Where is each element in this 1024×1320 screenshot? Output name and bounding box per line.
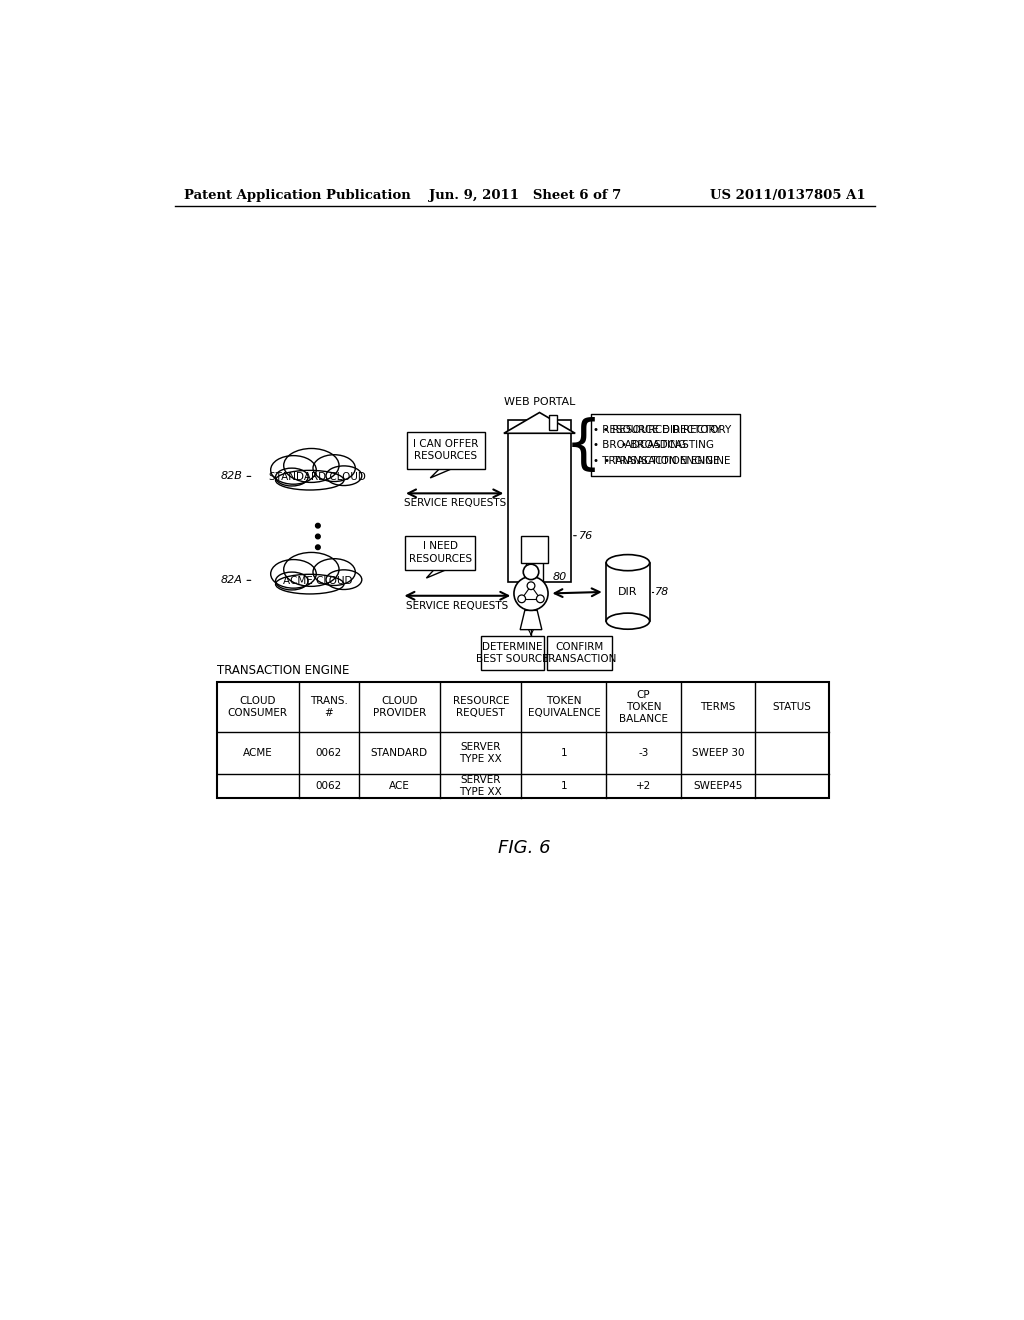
Text: FIG. 6: FIG. 6 <box>499 838 551 857</box>
FancyBboxPatch shape <box>521 536 548 562</box>
Ellipse shape <box>284 553 339 586</box>
FancyBboxPatch shape <box>407 432 484 469</box>
Text: SERVICE REQUESTS: SERVICE REQUESTS <box>403 499 506 508</box>
Text: • RESOURCE DIRECTORY
• BROADCASTING
• TRANSACTION ENGINE: • RESOURCE DIRECTORY • BROADCASTING • TR… <box>603 425 731 466</box>
FancyBboxPatch shape <box>606 562 649 622</box>
Polygon shape <box>592 414 740 477</box>
Text: 76: 76 <box>579 531 593 541</box>
Text: 0062: 0062 <box>315 781 342 791</box>
Text: TRANSACTION ENGINE: TRANSACTION ENGINE <box>217 664 349 677</box>
Text: 80: 80 <box>553 572 567 582</box>
Text: Jun. 9, 2011   Sheet 6 of 7: Jun. 9, 2011 Sheet 6 of 7 <box>429 189 621 202</box>
Text: I CAN OFFER
RESOURCES: I CAN OFFER RESOURCES <box>413 440 478 462</box>
Text: DETERMINE
BEST SOURCE: DETERMINE BEST SOURCE <box>476 642 549 664</box>
Text: ACME CLOUD: ACME CLOUD <box>283 576 352 586</box>
Text: +2: +2 <box>636 781 651 791</box>
FancyBboxPatch shape <box>217 682 829 797</box>
Text: 1: 1 <box>560 781 567 791</box>
Text: SERVER
TYPE XX: SERVER TYPE XX <box>460 742 502 764</box>
Text: DIR: DIR <box>618 587 638 597</box>
Ellipse shape <box>275 572 308 590</box>
Ellipse shape <box>326 570 361 590</box>
Circle shape <box>315 545 321 549</box>
Circle shape <box>315 535 321 539</box>
Circle shape <box>523 564 539 579</box>
Polygon shape <box>504 412 575 433</box>
Ellipse shape <box>313 558 355 586</box>
Text: 82B: 82B <box>221 471 243 482</box>
Text: • RESOURCE DIRECTORY
• BROADCASTING
• TRANSACTION ENGINE: • RESOURCE DIRECTORY • BROADCASTING • TR… <box>593 425 721 466</box>
Text: CONFIRM
TRANSACTION: CONFIRM TRANSACTION <box>543 642 616 664</box>
Ellipse shape <box>275 469 308 486</box>
FancyBboxPatch shape <box>526 548 543 582</box>
Text: SWEEP 30: SWEEP 30 <box>691 748 744 758</box>
Text: 82A: 82A <box>221 576 243 585</box>
Text: I NEED
RESOURCES: I NEED RESOURCES <box>409 541 472 564</box>
Text: 1: 1 <box>560 748 567 758</box>
Ellipse shape <box>313 454 355 482</box>
Text: ACME: ACME <box>243 748 272 758</box>
Text: WEB PORTAL: WEB PORTAL <box>504 397 575 408</box>
Text: RESOURCE
REQUEST: RESOURCE REQUEST <box>453 696 509 718</box>
FancyBboxPatch shape <box>480 636 544 669</box>
Text: STATUS: STATUS <box>773 702 812 711</box>
Text: 78: 78 <box>655 587 670 597</box>
Text: STANDARD: STANDARD <box>371 748 428 758</box>
Ellipse shape <box>270 560 316 589</box>
Text: TOKEN
EQUIVALENCE: TOKEN EQUIVALENCE <box>527 696 600 718</box>
Ellipse shape <box>326 466 361 486</box>
Polygon shape <box>426 570 446 578</box>
Text: CP
TOKEN
BALANCE: CP TOKEN BALANCE <box>620 689 668 725</box>
Ellipse shape <box>606 612 649 630</box>
FancyBboxPatch shape <box>547 636 612 669</box>
Text: TERMS: TERMS <box>700 702 735 711</box>
FancyBboxPatch shape <box>549 414 557 430</box>
Circle shape <box>518 595 525 603</box>
Ellipse shape <box>606 554 649 570</box>
FancyBboxPatch shape <box>508 420 571 582</box>
Polygon shape <box>520 610 542 630</box>
Polygon shape <box>430 469 452 478</box>
Text: SERVICE REQUESTS: SERVICE REQUESTS <box>407 601 509 611</box>
FancyBboxPatch shape <box>406 536 475 570</box>
Text: US 2011/0137805 A1: US 2011/0137805 A1 <box>711 189 866 202</box>
Circle shape <box>527 582 535 590</box>
Text: TRANS.
#: TRANS. # <box>309 696 347 718</box>
Text: SERVER
TYPE XX: SERVER TYPE XX <box>460 775 502 797</box>
Ellipse shape <box>270 455 316 484</box>
Text: CLOUD
PROVIDER: CLOUD PROVIDER <box>373 696 426 718</box>
Text: SWEEP45: SWEEP45 <box>693 781 742 791</box>
Text: Patent Application Publication: Patent Application Publication <box>183 189 411 202</box>
Text: ACE: ACE <box>389 781 410 791</box>
Text: STANDARD CLOUD: STANDARD CLOUD <box>269 473 367 482</box>
Text: 0062: 0062 <box>315 748 342 758</box>
Circle shape <box>315 524 321 528</box>
Text: -3: -3 <box>638 748 649 758</box>
Circle shape <box>514 577 548 610</box>
Ellipse shape <box>275 470 344 490</box>
Ellipse shape <box>275 574 344 594</box>
Circle shape <box>537 595 544 603</box>
Text: CLOUD
CONSUMER: CLOUD CONSUMER <box>227 696 288 718</box>
Text: {: { <box>565 417 602 474</box>
Ellipse shape <box>284 449 339 482</box>
